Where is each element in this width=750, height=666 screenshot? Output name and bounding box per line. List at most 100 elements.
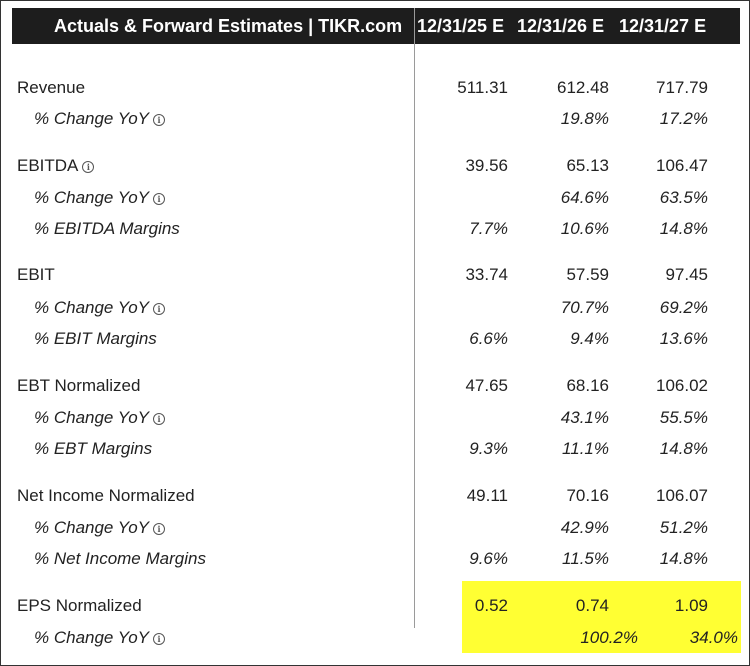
table-row: % Change YoY i 19.8% 17.2% — [1, 109, 749, 133]
row-label: Net Income Normalized — [17, 486, 195, 506]
row-label: % EBIT Margins — [34, 329, 157, 349]
cell-value: 9.6% — [469, 549, 508, 568]
table-row: % Change YoY i 43.1% 55.5% — [1, 408, 749, 432]
eps-highlight — [462, 581, 741, 653]
column-divider — [414, 8, 415, 628]
cell-value: 70.7% — [560, 298, 609, 317]
table-row: EBT Normalized 47.65 68.16 106.02 — [1, 376, 749, 400]
row-label-text: EBITDA — [17, 156, 79, 175]
cell-value: 0.74 — [575, 596, 609, 615]
table-row: % EBITDA Margins 7.7% 10.6% 14.8% — [1, 219, 749, 243]
cell-value: 612.48 — [557, 78, 609, 97]
table-title: Actuals & Forward Estimates | TIKR.com — [54, 16, 403, 36]
row-label: % EBT Margins — [34, 439, 152, 459]
row-label: % Change YoY i — [34, 628, 165, 648]
row-label-text: % Change YoY — [34, 628, 149, 647]
cell-value: 0.52 — [474, 596, 508, 615]
cell-value: 63.5% — [659, 188, 708, 207]
row-label-text: Revenue — [17, 78, 86, 97]
row-label-text: % Change YoY — [34, 298, 149, 317]
cell-value: 57.59 — [566, 265, 609, 284]
row-label: % Change YoY i — [34, 518, 165, 538]
info-icon[interactable]: i — [153, 413, 165, 425]
table-row: Net Income Normalized 49.11 70.16 106.07 — [1, 486, 749, 510]
row-label: % Change YoY i — [34, 408, 165, 428]
row-label: % Change YoY i — [34, 109, 165, 129]
info-icon[interactable]: i — [153, 193, 165, 205]
info-icon[interactable]: i — [153, 303, 165, 315]
row-label-text: EBIT — [17, 265, 55, 284]
cell-value: 42.9% — [560, 518, 609, 537]
cell-value: 11.5% — [562, 549, 609, 568]
cell-value: 511.31 — [457, 78, 508, 97]
row-label-text: % Change YoY — [34, 188, 149, 207]
row-label-text: EBT Normalized — [17, 376, 141, 395]
cell-value: 106.02 — [656, 376, 708, 395]
row-label: % EBITDA Margins — [34, 219, 180, 239]
cell-value: 9.3% — [469, 439, 508, 458]
cell-value: 106.07 — [656, 486, 708, 505]
cell-value: 97.45 — [665, 265, 708, 284]
cell-value: 10.6% — [560, 219, 609, 238]
column-header-2027[interactable]: 12/31/27 E — [619, 16, 707, 36]
row-label-text: % EBIT Margins — [34, 329, 157, 348]
row-label: % Change YoY i — [34, 188, 165, 208]
row-label: Revenue — [17, 78, 85, 98]
row-label: EPS Normalized — [17, 596, 142, 616]
row-label-text: Net Income Normalized — [17, 486, 195, 505]
table-row: % Change YoY i 42.9% 51.2% — [1, 518, 749, 542]
row-label-text: % Net Income Margins — [34, 549, 206, 568]
cell-value: 7.7% — [469, 219, 508, 238]
cell-value: 717.79 — [656, 78, 708, 97]
cell-value: 9.4% — [570, 329, 609, 348]
table-row: % Net Income Margins 9.6% 11.5% 14.8% — [1, 549, 749, 573]
row-label-text: EPS Normalized — [17, 596, 142, 615]
row-label-text: % Change YoY — [34, 408, 149, 427]
column-header-2025[interactable]: 12/31/25 E — [417, 16, 505, 36]
table-row: EBIT 33.74 57.59 97.45 — [1, 265, 749, 289]
cell-value: 14.8% — [659, 439, 708, 458]
info-icon[interactable]: i — [82, 161, 95, 173]
cell-value: 106.47 — [656, 156, 708, 175]
row-label: EBITDA i — [17, 156, 95, 176]
row-label: EBT Normalized — [17, 376, 140, 396]
column-header-2026[interactable]: 12/31/26 E — [517, 16, 605, 36]
cell-value: 13.6% — [659, 329, 708, 348]
cell-value: 69.2% — [659, 298, 708, 317]
cell-value: 47.65 — [465, 376, 508, 395]
cell-value: 55.5% — [659, 408, 708, 427]
table-row: % Change YoY i 100.2% 34.0% — [1, 628, 749, 652]
cell-value: 14.8% — [659, 549, 708, 568]
table-row: % EBT Margins 9.3% 11.1% 14.8% — [1, 439, 749, 463]
cell-value: 68.16 — [566, 376, 609, 395]
cell-value: 100.2% — [580, 628, 638, 647]
cell-value: 14.8% — [659, 219, 708, 238]
table-row: EPS Normalized 0.52 0.74 1.09 — [1, 596, 749, 620]
cell-value: 64.6% — [560, 188, 609, 207]
row-label: % Change YoY i — [34, 298, 165, 318]
info-icon[interactable]: i — [153, 633, 165, 645]
row-label-text: % Change YoY — [34, 109, 149, 128]
row-label-text: % EBITDA Margins — [34, 219, 180, 238]
row-label-text: % EBT Margins — [34, 439, 153, 458]
table-header: Actuals & Forward Estimates | TIKR.com 1… — [12, 8, 740, 44]
cell-value: 17.2% — [659, 109, 708, 128]
cell-value: 70.16 — [566, 486, 609, 505]
cell-value: 51.2% — [659, 518, 708, 537]
table-row: % Change YoY i 70.7% 69.2% — [1, 298, 749, 322]
table-row: Revenue 511.31 612.48 717.79 — [1, 78, 749, 102]
cell-value: 65.13 — [566, 156, 609, 175]
cell-value: 6.6% — [469, 329, 508, 348]
row-label: % Net Income Margins — [34, 549, 206, 569]
row-label: EBIT — [17, 265, 55, 285]
cell-value: 34.0% — [689, 628, 738, 647]
cell-value: 11.1% — [562, 439, 609, 458]
info-icon[interactable]: i — [153, 523, 165, 535]
cell-value: 19.8% — [560, 109, 609, 128]
table-row: % Change YoY i 64.6% 63.5% — [1, 188, 749, 212]
row-label-text: % Change YoY — [34, 518, 149, 537]
cell-value: 39.56 — [465, 156, 508, 175]
info-icon[interactable]: i — [153, 114, 165, 126]
table-row: % EBIT Margins 6.6% 9.4% 13.6% — [1, 329, 749, 353]
